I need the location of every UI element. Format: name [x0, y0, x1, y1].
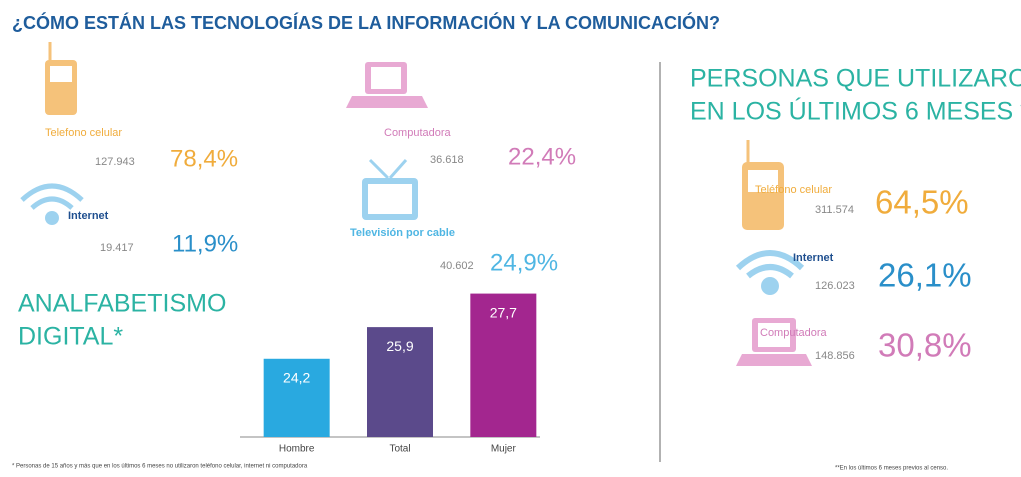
heading: EN LOS ÚLTIMOS 6 MESES ** [690, 97, 1021, 126]
computer-icon [346, 62, 428, 108]
percent: 26,1% [878, 257, 972, 294]
label: Telefono celular [45, 127, 122, 139]
percent: 78,4% [170, 145, 238, 172]
label: Teléfono celular [755, 184, 832, 196]
value-label: 24,2 [283, 369, 310, 385]
title: ¿CÓMO ESTÁN LAS TECNOLOGÍAS DE LA INFORM… [12, 12, 720, 33]
value-label: 27,7 [490, 304, 517, 320]
heading: ANALFABETISMO [18, 290, 226, 318]
count: 148.856 [815, 350, 855, 362]
count: 19.417 [100, 242, 134, 254]
percent: 30,8% [878, 327, 972, 364]
count: 36.618 [430, 154, 464, 166]
bar [263, 358, 330, 437]
count: 311.574 [815, 204, 854, 216]
computer-icon [736, 318, 812, 366]
tv-icon [362, 158, 418, 220]
bar [470, 293, 537, 437]
wifi-icon [735, 250, 805, 295]
label: Computadora [384, 127, 452, 139]
percent: 24,9% [490, 249, 558, 276]
heading: PERSONAS QUE UTILIZARON [690, 65, 1021, 93]
x-tick-label: Mujer [491, 444, 517, 455]
label: Internet [68, 210, 109, 222]
percent: 22,4% [508, 143, 576, 170]
count: 40.602 [440, 260, 474, 272]
phone-icon [742, 140, 784, 230]
percent: 64,5% [875, 184, 969, 221]
label: Computadora [760, 327, 828, 339]
footnote: * Personas de 15 años y más que en los ú… [12, 464, 308, 470]
label: Internet [793, 252, 834, 264]
count: 126.023 [815, 280, 855, 292]
wifi-icon [20, 183, 84, 225]
count: 127.943 [95, 156, 135, 168]
label: Televisión por cable [350, 227, 455, 239]
phone-icon [45, 42, 77, 115]
bar [367, 327, 433, 437]
percent: 11,9% [172, 230, 238, 257]
heading: DIGITAL* [18, 323, 123, 351]
value-label: 25,9 [386, 338, 413, 354]
x-tick-label: Hombre [279, 444, 315, 455]
footnote: **En los últimos 6 meses previos al cens… [835, 466, 948, 472]
x-tick-label: Total [389, 444, 410, 455]
